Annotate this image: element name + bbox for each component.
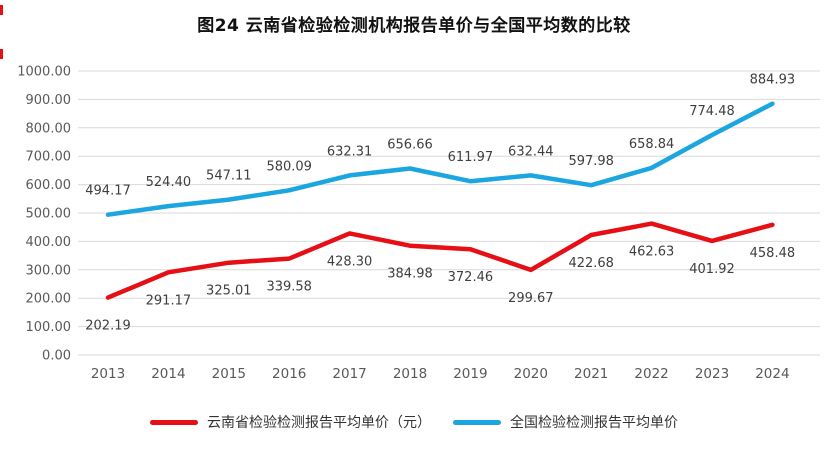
data-label: 884.93 [750,73,796,88]
x-axis-label: 2019 [453,366,487,382]
x-axis-label: 2017 [332,366,366,382]
x-axis-label: 2022 [634,366,668,382]
legend-label-yunnan: 云南省检验检测报告平均单价（元） [207,415,431,431]
data-label: 597.98 [568,154,614,169]
legend-line-swatch-yunnan [150,419,198,425]
y-axis-tick-label: 300.00 [26,263,72,278]
data-label: 632.31 [327,144,373,159]
data-label: 494.17 [85,184,131,199]
legend-label-national: 全国检验检测报告平均单价 [510,415,678,431]
data-label: 580.09 [266,159,312,174]
data-label: 632.44 [508,144,554,159]
data-label: 658.84 [629,137,675,152]
x-axis-label: 2016 [272,366,306,382]
data-label: 325.01 [206,284,252,299]
series-line [105,101,775,217]
data-label: 458.48 [750,246,796,261]
data-label: 774.48 [689,104,735,119]
data-label: 462.63 [629,245,675,260]
x-axis-label: 2018 [393,366,427,382]
data-label: 291.17 [146,293,192,308]
data-label: 422.68 [568,256,614,271]
x-axis-label: 2023 [695,366,729,382]
y-axis-tick-label: 1000.00 [17,65,71,80]
legend-item-yunnan: 云南省检验检测报告平均单价（元） [150,412,431,432]
y-axis-tick-label: 400.00 [26,235,72,250]
y-axis-tick-label: 100.00 [26,320,72,335]
data-label: 202.19 [85,319,131,334]
y-axis-tick-label: 200.00 [26,292,72,307]
x-axis-label: 2015 [212,366,246,382]
legend-line-swatch-national [453,419,501,425]
x-axis-label: 2021 [574,366,608,382]
chart-title: 图24 云南省检验检测机构报告单价与全国平均数的比较 [197,16,631,36]
page-edge-mark [0,49,3,59]
data-label: 524.40 [146,175,192,190]
data-label: 401.92 [689,262,735,277]
data-label: 299.67 [508,291,554,306]
data-label: 611.97 [448,150,494,165]
y-axis-tick-label: 600.00 [26,178,72,193]
series-line [105,221,775,300]
data-label: 384.98 [387,267,433,282]
page-edge-mark [0,5,3,15]
x-axis-label: 2013 [91,366,125,382]
y-axis-tick-label: 700.00 [26,150,72,165]
data-label: 339.58 [266,280,312,295]
x-axis-label: 2020 [514,366,548,382]
x-axis-label: 2014 [151,366,185,382]
y-axis-tick-label: 0.00 [42,349,71,364]
data-label: 656.66 [387,138,433,153]
y-axis-tick-label: 800.00 [26,121,72,136]
x-axis-label: 2024 [755,366,789,382]
y-axis-tick-label: 500.00 [26,207,72,222]
data-label: 372.46 [448,270,494,285]
data-label: 547.11 [206,169,252,184]
data-label: 428.30 [327,254,373,269]
chart-legend: 云南省检验检测报告平均单价（元） 全国检验检测报告平均单价 [0,412,828,432]
y-axis-tick-label: 900.00 [26,93,72,108]
legend-item-national: 全国检验检测报告平均单价 [453,412,678,432]
